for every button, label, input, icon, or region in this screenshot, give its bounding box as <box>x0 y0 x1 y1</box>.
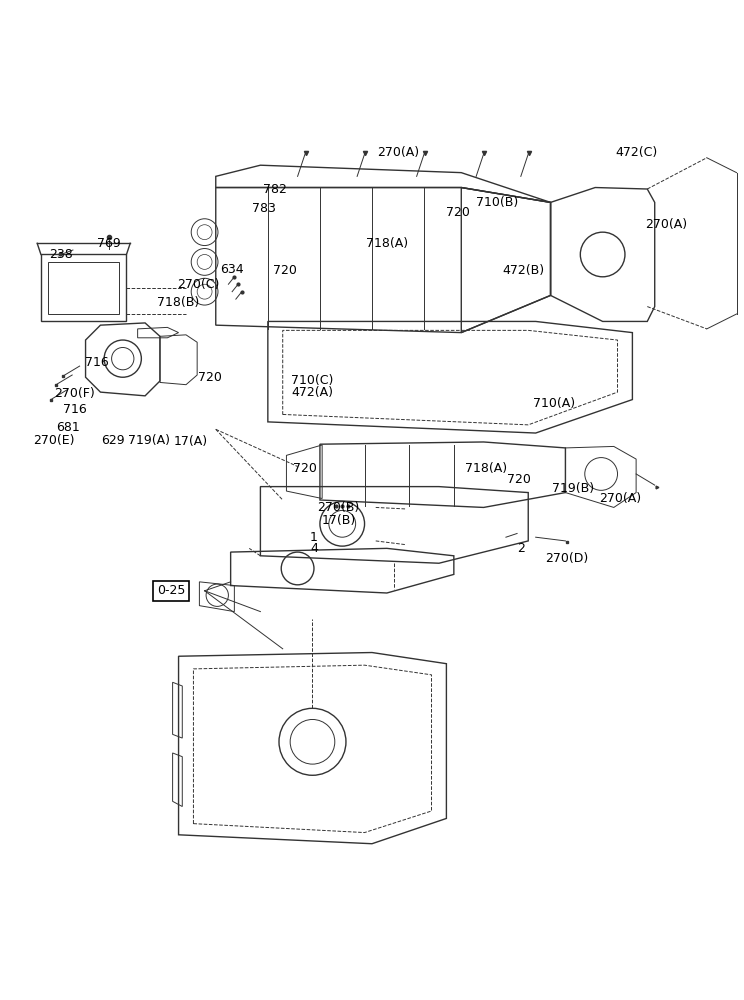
Text: 783: 783 <box>252 202 276 215</box>
Text: 270(D): 270(D) <box>545 552 589 565</box>
Text: 719(B): 719(B) <box>552 482 594 495</box>
Text: 472(B): 472(B) <box>502 264 544 277</box>
Text: 270(A): 270(A) <box>377 146 419 159</box>
Text: 718(B): 718(B) <box>158 296 199 309</box>
Text: 769: 769 <box>97 237 121 250</box>
Text: 719(A): 719(A) <box>128 434 170 447</box>
Text: 782: 782 <box>263 183 287 196</box>
Text: 0-25: 0-25 <box>157 584 185 597</box>
Text: 472(C): 472(C) <box>615 146 657 159</box>
Text: 718(A): 718(A) <box>366 237 408 250</box>
Text: 634: 634 <box>220 263 244 276</box>
Text: 629: 629 <box>101 434 125 447</box>
Text: 681: 681 <box>57 421 80 434</box>
Text: 270(E): 270(E) <box>33 434 74 447</box>
Text: 720: 720 <box>293 462 317 475</box>
Text: 720: 720 <box>198 371 222 384</box>
Text: 270(F): 270(F) <box>54 387 94 400</box>
Text: 17(A): 17(A) <box>174 435 208 448</box>
Text: 17(B): 17(B) <box>321 514 356 527</box>
Text: 270(A): 270(A) <box>645 218 687 231</box>
Text: 716: 716 <box>62 403 86 416</box>
Text: 710(C): 710(C) <box>292 374 333 387</box>
Text: 710(B): 710(B) <box>476 196 518 209</box>
Text: 718(A): 718(A) <box>465 462 507 475</box>
Text: 2: 2 <box>517 542 525 555</box>
Text: 270(B): 270(B) <box>318 501 359 514</box>
Text: 720: 720 <box>507 473 530 486</box>
Text: 720: 720 <box>273 264 297 277</box>
Text: 716: 716 <box>85 356 109 369</box>
Text: 720: 720 <box>446 206 469 219</box>
Text: 1: 1 <box>310 531 318 544</box>
Text: 270(A): 270(A) <box>599 492 641 505</box>
Text: 472(A): 472(A) <box>292 386 333 399</box>
Text: 238: 238 <box>49 248 73 261</box>
Text: 4: 4 <box>310 542 318 555</box>
Text: 710(A): 710(A) <box>533 397 575 410</box>
Text: 270(C): 270(C) <box>178 278 219 291</box>
